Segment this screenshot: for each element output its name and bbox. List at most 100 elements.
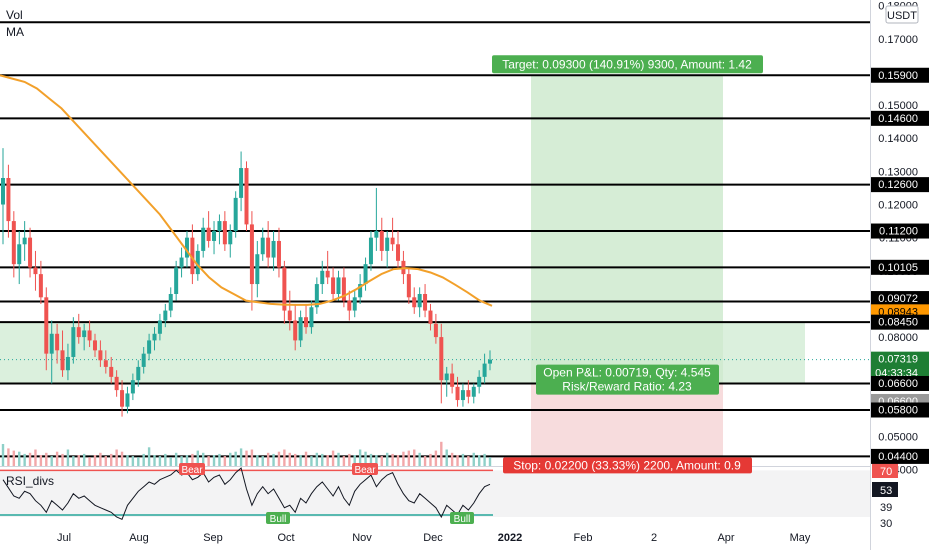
candle bbox=[33, 250, 38, 291]
ma-indicator-label[interactable]: MA bbox=[6, 25, 24, 39]
volume-bar bbox=[337, 452, 340, 466]
candle-body bbox=[374, 231, 379, 238]
candle bbox=[157, 313, 162, 341]
candle bbox=[455, 376, 460, 407]
candle bbox=[255, 240, 260, 298]
price-tag-text: 0.10105 bbox=[878, 262, 918, 274]
candle bbox=[477, 370, 482, 394]
volume-bar bbox=[180, 456, 183, 466]
volume-bar bbox=[88, 457, 91, 466]
rsi-tag-bg bbox=[872, 482, 898, 497]
candle-body bbox=[477, 376, 482, 387]
candle bbox=[82, 323, 87, 351]
currency-label: USDT bbox=[887, 10, 917, 22]
rsi-indicator-label[interactable]: RSI_divs bbox=[6, 474, 54, 488]
volume-bar bbox=[434, 450, 438, 466]
candle bbox=[341, 267, 346, 308]
candle-body bbox=[147, 340, 152, 354]
volume-bar bbox=[218, 453, 221, 466]
candle bbox=[249, 211, 254, 311]
time-tick: Apr bbox=[717, 532, 734, 544]
candle-body bbox=[103, 360, 108, 367]
candle-body bbox=[466, 390, 471, 397]
candle bbox=[195, 244, 200, 281]
candle-body bbox=[347, 300, 352, 311]
candle bbox=[92, 333, 97, 357]
volume-bar bbox=[126, 455, 129, 466]
candle-body bbox=[385, 237, 390, 251]
candle bbox=[114, 370, 119, 397]
volume-bars bbox=[1, 441, 492, 466]
candle bbox=[147, 333, 152, 361]
candle bbox=[87, 320, 92, 348]
candle-body bbox=[444, 373, 449, 381]
candle bbox=[406, 267, 411, 304]
candle-body bbox=[428, 310, 433, 324]
candle bbox=[488, 350, 492, 371]
volume-bar bbox=[331, 450, 335, 466]
candle-body bbox=[114, 376, 119, 391]
candle-body bbox=[152, 333, 157, 341]
candle bbox=[28, 227, 33, 278]
volume-bar bbox=[315, 452, 319, 466]
volume-bar bbox=[288, 452, 291, 466]
candle-body bbox=[325, 270, 330, 278]
candle-body bbox=[266, 237, 271, 258]
volume-bar bbox=[196, 450, 199, 466]
candle bbox=[222, 211, 227, 251]
candle-body bbox=[363, 264, 368, 285]
volume-bar bbox=[321, 453, 324, 466]
candle bbox=[244, 161, 249, 232]
volume-bar bbox=[131, 456, 135, 466]
candle-body bbox=[314, 284, 319, 308]
price-tick: 0.13000 bbox=[878, 166, 918, 178]
candle-body bbox=[163, 310, 168, 321]
candle-body bbox=[482, 363, 487, 377]
price-tag-text: 0.07319 bbox=[878, 354, 918, 366]
rsi-line bbox=[2, 467, 491, 520]
candle-body bbox=[141, 353, 146, 367]
volume-bar bbox=[266, 452, 270, 466]
volume-bar bbox=[256, 455, 259, 466]
currency-badge[interactable] bbox=[885, 5, 919, 24]
price-tag-bg bbox=[871, 259, 929, 275]
volume-bar bbox=[407, 450, 411, 466]
time-axis: Jul Aug Sep Oct Nov Dec 2022 Feb 2 Apr May bbox=[57, 532, 811, 544]
volume-bar bbox=[364, 451, 367, 466]
candle-body bbox=[212, 231, 217, 241]
volume-bar bbox=[472, 452, 475, 466]
candle-body bbox=[22, 237, 27, 245]
candle-body bbox=[249, 224, 254, 285]
candle bbox=[11, 211, 16, 278]
candle bbox=[331, 267, 336, 301]
candle-body bbox=[304, 317, 309, 328]
candle-body bbox=[222, 221, 227, 245]
volume-bar bbox=[461, 453, 465, 466]
price-tick: 0.12000 bbox=[878, 200, 918, 212]
candle-body bbox=[125, 393, 130, 407]
candle bbox=[325, 250, 330, 285]
volume-indicator-label[interactable]: Vol bbox=[6, 8, 23, 22]
volume-bar bbox=[402, 451, 405, 466]
candle bbox=[276, 227, 281, 278]
candle bbox=[1, 148, 5, 245]
candle bbox=[217, 214, 222, 245]
volume-bar bbox=[429, 453, 432, 466]
candle-body bbox=[260, 237, 265, 255]
risk-reward-label: Risk/Reward Ratio: 4.23 bbox=[562, 380, 692, 394]
volume-bar bbox=[142, 453, 145, 466]
volume-bar bbox=[234, 451, 237, 466]
volume-bar bbox=[277, 451, 281, 466]
price-tick: 0.08000 bbox=[878, 332, 918, 344]
volume-bar bbox=[375, 455, 378, 466]
volume-bar bbox=[39, 455, 43, 466]
candle-body bbox=[228, 231, 233, 245]
volume-bar bbox=[358, 449, 362, 466]
time-tick: 2022 bbox=[498, 532, 522, 544]
candle bbox=[141, 347, 146, 374]
price-tag-text: 0.09072 bbox=[878, 293, 918, 305]
rsi-tick: 53 bbox=[880, 485, 892, 497]
candle bbox=[109, 356, 114, 384]
candle bbox=[347, 290, 352, 321]
